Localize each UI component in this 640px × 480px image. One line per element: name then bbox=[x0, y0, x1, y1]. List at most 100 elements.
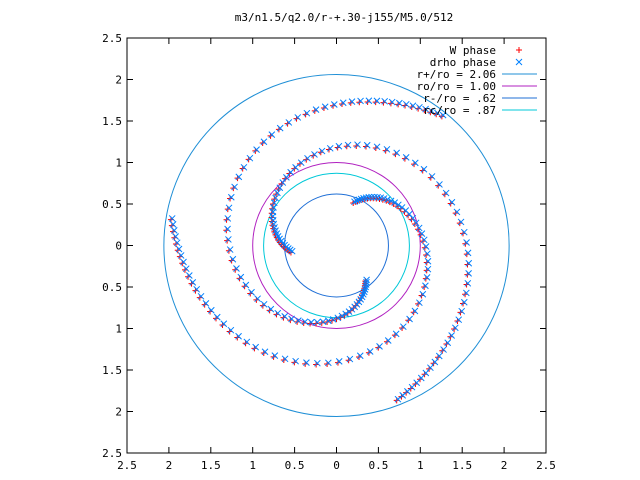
drho-phase-point bbox=[366, 348, 374, 355]
drho-phase-point bbox=[402, 100, 410, 108]
y-tick-label: 1 bbox=[115, 323, 122, 336]
data-points bbox=[167, 47, 523, 404]
drho-phase-point bbox=[428, 173, 436, 180]
drho-phase-point bbox=[436, 181, 443, 188]
drho-phase-point bbox=[169, 221, 177, 228]
drho-phase-point bbox=[292, 164, 299, 171]
drho-phase-point bbox=[267, 305, 275, 313]
drho-phase-point bbox=[428, 107, 435, 115]
drho-phase-point bbox=[276, 184, 284, 192]
legend-label: W phase bbox=[450, 44, 496, 57]
drho-phase-point bbox=[411, 307, 419, 315]
y-tick-label: 2.5 bbox=[102, 447, 122, 460]
circle-r+ro bbox=[163, 74, 510, 417]
drho-phase-point bbox=[395, 201, 402, 209]
drho-phase-point bbox=[416, 103, 423, 111]
drho-phase-point bbox=[442, 189, 450, 197]
y-tick-label: 0 bbox=[115, 240, 122, 253]
x-tick-label: 1 bbox=[249, 459, 256, 472]
legend-label: drho phase bbox=[430, 56, 496, 69]
drho-phase-point bbox=[424, 265, 432, 273]
drho-phase-point bbox=[313, 318, 321, 326]
drho-phase-point bbox=[242, 281, 250, 289]
drho-phase-point bbox=[392, 330, 400, 338]
drho-phase-point bbox=[394, 395, 402, 403]
drho-phase-point bbox=[368, 193, 375, 201]
drho-phase-point bbox=[384, 337, 392, 344]
drho-phase-point bbox=[168, 215, 176, 222]
drho-phase-point bbox=[453, 208, 461, 216]
drho-phase-point bbox=[420, 165, 428, 173]
drho-phase-point bbox=[409, 214, 417, 222]
drho-phase-point bbox=[465, 270, 472, 277]
drho-phase-point bbox=[376, 343, 383, 350]
x-tick-label: 0.5 bbox=[368, 459, 388, 472]
drho-phase-point bbox=[460, 228, 468, 236]
drho-phase-point bbox=[224, 225, 231, 233]
x-tick-label: 0.5 bbox=[285, 459, 305, 472]
drho-phase-point bbox=[464, 279, 472, 287]
circle-roro bbox=[252, 162, 421, 329]
drho-phase-point bbox=[365, 193, 373, 201]
x-tick-label: 2 bbox=[501, 459, 508, 472]
drho-phase-point bbox=[356, 352, 364, 360]
drho-phase-point bbox=[464, 249, 472, 257]
drho-phase-point bbox=[344, 141, 352, 149]
drho-phase-point bbox=[422, 105, 429, 113]
x-tick-label: 1.5 bbox=[452, 459, 472, 472]
drho-phase-point bbox=[274, 309, 282, 317]
reference-circles bbox=[163, 74, 510, 417]
drho-phase-point bbox=[424, 257, 432, 265]
drho-phase-point bbox=[384, 196, 391, 203]
drho-phase-point bbox=[319, 318, 327, 326]
drho-phase-point bbox=[253, 146, 260, 154]
drho-phase-point bbox=[224, 215, 232, 222]
drho-phase-point bbox=[324, 317, 332, 325]
drho-phase-point bbox=[274, 189, 281, 197]
drho-phase-point bbox=[339, 99, 347, 107]
drho-phase-point bbox=[355, 196, 363, 204]
drho-phase-point bbox=[240, 163, 248, 171]
drho-phase-point bbox=[396, 99, 403, 107]
drho-phase-point bbox=[361, 286, 369, 293]
drho-phase-point bbox=[458, 307, 466, 315]
y-tick-label: 0.5 bbox=[102, 198, 122, 211]
drho-phase-point bbox=[227, 326, 235, 334]
w-phase-point bbox=[516, 47, 522, 53]
drho-phase-point bbox=[307, 318, 315, 326]
drho-phase-point bbox=[321, 103, 329, 111]
drho-phase-point bbox=[288, 315, 295, 323]
drho-phase-point bbox=[416, 299, 423, 307]
drho-phase-point bbox=[451, 324, 459, 332]
axis-ticks: 2.5 2 1.5 1 0.5 0 0.5 1 1.5 2 2.52.521.510.500.511… bbox=[102, 32, 556, 472]
drho-phase-point bbox=[515, 58, 523, 66]
drho-phase-point bbox=[229, 255, 237, 263]
drho-phase-point bbox=[406, 315, 413, 323]
drho-phase-point bbox=[363, 141, 371, 149]
drho-phase-point bbox=[175, 245, 183, 253]
drho-phase-point bbox=[285, 119, 293, 126]
drho-phase-point bbox=[391, 199, 399, 207]
drho-phase-point bbox=[225, 204, 233, 212]
drho-phase-point bbox=[226, 246, 234, 253]
drho-phase-point bbox=[412, 219, 420, 227]
y-tick-label: 1.5 bbox=[102, 364, 122, 377]
drho-phase-point bbox=[373, 97, 381, 105]
drho-phase-point bbox=[261, 348, 269, 356]
drho-phase-point bbox=[252, 343, 260, 351]
drho-phase-point bbox=[444, 339, 452, 347]
drho-phase-point bbox=[268, 131, 276, 138]
y-tick-label: 1.5 bbox=[102, 115, 122, 128]
drho-phase-point bbox=[180, 258, 187, 266]
legend-label: r+/ro = 2.06 bbox=[417, 68, 496, 81]
drho-phase-point bbox=[373, 143, 381, 151]
drho-phase-point bbox=[276, 124, 284, 132]
drho-phase-point bbox=[420, 236, 428, 244]
drho-phase-point bbox=[297, 159, 305, 167]
drho-phase-point bbox=[465, 259, 473, 267]
drho-phase-point bbox=[272, 194, 279, 202]
drho-phase-point bbox=[248, 288, 255, 296]
legend-label: ro/ro = 1.00 bbox=[417, 80, 496, 93]
drho-phase-point bbox=[463, 239, 470, 246]
drho-phase-point bbox=[411, 159, 419, 167]
